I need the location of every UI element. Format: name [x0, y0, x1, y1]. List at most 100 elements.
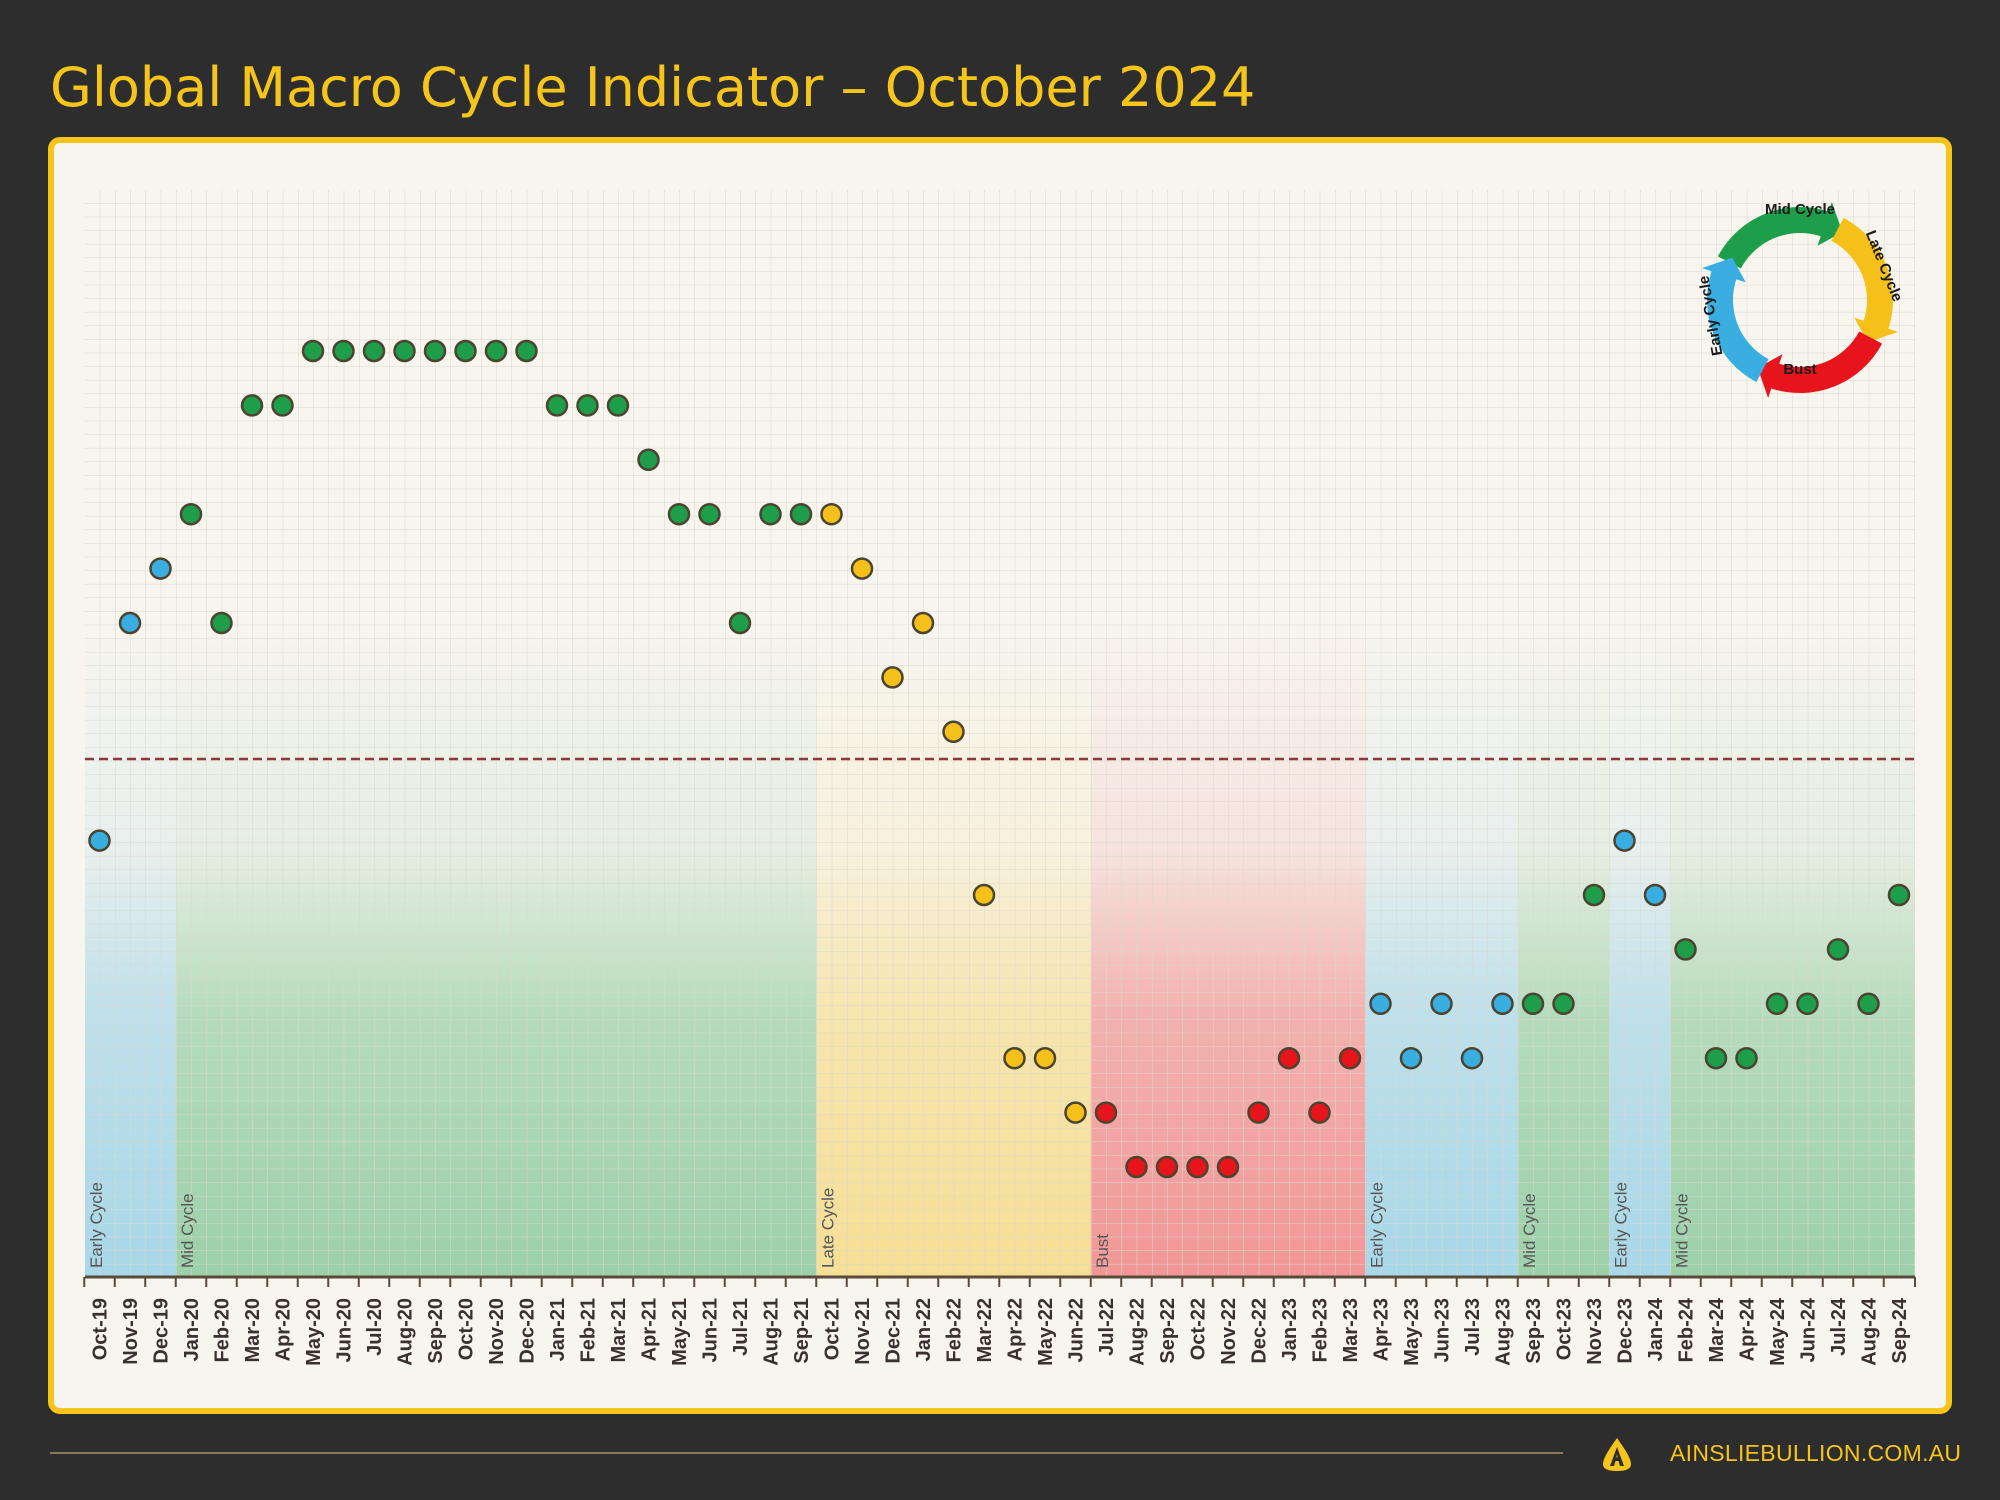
x-tick-label: May-20	[303, 1298, 325, 1366]
data-point-Dec-23	[1613, 829, 1636, 852]
data-point-Jan-20	[179, 502, 203, 526]
phase-band-label: Early Cycle	[1611, 1182, 1630, 1268]
x-tick-label: Jul-20	[364, 1298, 386, 1356]
data-points	[88, 339, 1911, 1179]
grid	[85, 190, 1915, 1277]
data-point-Mar-24	[1704, 1046, 1728, 1070]
data-point-Mar-20	[240, 394, 264, 417]
data-point-Apr-21	[637, 448, 660, 472]
phase-band-label: Mid Cycle	[1520, 1193, 1539, 1268]
x-tick-label: Oct-19	[90, 1298, 112, 1360]
data-point-Feb-20	[210, 611, 233, 635]
data-point-Jan-23	[1277, 1046, 1301, 1070]
data-point-Apr-22	[1003, 1046, 1026, 1070]
x-tick-label: Feb-24	[1676, 1297, 1698, 1362]
data-point-Oct-21	[820, 502, 843, 526]
data-point-Sep-23	[1521, 992, 1545, 1016]
x-tick-label: Oct-20	[456, 1298, 478, 1360]
ainslie-logo-icon	[1603, 1438, 1631, 1471]
data-point-Nov-22	[1216, 1155, 1240, 1179]
x-tick-label: Aug-22	[1127, 1298, 1149, 1366]
phase-band-label: Early Cycle	[87, 1182, 106, 1268]
legend-arrow-mid	[1717, 202, 1843, 269]
x-tick-label: Jan-21	[547, 1298, 569, 1361]
data-point-Mar-21	[606, 394, 630, 417]
x-tick-label: Jun-22	[1066, 1298, 1088, 1362]
x-tick-label: Dec-21	[883, 1298, 905, 1364]
x-tick-label: Sep-21	[791, 1298, 813, 1364]
x-tick-label: May-24	[1767, 1297, 1789, 1366]
x-tick-label: Apr-23	[1371, 1298, 1393, 1361]
x-tick-label: Oct-23	[1554, 1298, 1576, 1360]
data-point-Apr-20	[271, 394, 294, 417]
x-tick-label: Nov-20	[486, 1298, 508, 1365]
data-point-Jul-23	[1460, 1046, 1484, 1070]
x-tick-label: Sep-22	[1157, 1298, 1179, 1364]
legend-label: Bust	[1783, 361, 1816, 378]
x-tick-label: Dec-20	[517, 1298, 539, 1364]
x-tick-label: Dec-23	[1615, 1298, 1637, 1364]
x-tick-label: Oct-22	[1188, 1298, 1210, 1360]
data-point-Jul-20	[362, 339, 386, 363]
x-tick-label: Jan-23	[1279, 1298, 1301, 1361]
data-point-Jun-21	[698, 502, 721, 526]
x-tick-label: Sep-23	[1523, 1298, 1545, 1364]
data-point-Aug-22	[1125, 1155, 1148, 1179]
x-tick-label: Jul-22	[1096, 1298, 1118, 1356]
x-tick-label: Nov-21	[852, 1298, 874, 1365]
phase-band-label: Mid Cycle	[178, 1193, 197, 1268]
x-tick-label: Mar-20	[242, 1298, 264, 1362]
data-point-Nov-23	[1582, 883, 1606, 907]
x-tick-label: Apr-20	[273, 1298, 295, 1361]
x-tick-label: Oct-21	[822, 1298, 844, 1360]
data-point-Nov-21	[850, 557, 874, 580]
x-tick-label: Feb-21	[578, 1298, 600, 1362]
x-tick-label: Mar-23	[1340, 1298, 1362, 1362]
data-point-Feb-24	[1674, 938, 1697, 961]
x-tick-label: Jun-24	[1798, 1297, 1820, 1362]
x-tick-label: Aug-20	[395, 1298, 417, 1366]
x-tick-label: Jan-22	[913, 1298, 935, 1361]
footer-brand-text: AINSLIEBULLION.COM.AU	[1670, 1440, 1962, 1466]
data-point-May-21	[667, 502, 691, 526]
data-point-Sep-24	[1887, 883, 1911, 907]
x-tick-label: Jun-21	[700, 1298, 722, 1362]
data-point-Oct-22	[1186, 1155, 1209, 1179]
x-tick-label: Jan-24	[1645, 1297, 1667, 1361]
data-point-Jan-22	[911, 611, 935, 635]
page-title: Global Macro Cycle Indicator – October 2…	[50, 56, 1256, 119]
x-tick-label: Nov-19	[120, 1298, 142, 1365]
phase-band-label: Late Cycle	[818, 1188, 837, 1268]
data-point-Aug-24	[1857, 992, 1880, 1016]
x-tick-label: May-22	[1035, 1298, 1057, 1366]
x-tick-label: Feb-22	[944, 1298, 966, 1362]
data-point-Sep-20	[423, 339, 447, 363]
data-point-Oct-23	[1552, 992, 1575, 1016]
x-tick-label: Mar-22	[974, 1298, 996, 1362]
data-point-Aug-21	[759, 502, 782, 526]
x-tick-label: Apr-21	[639, 1298, 661, 1361]
x-tick-label: May-21	[669, 1298, 691, 1366]
x-tick-label: Mar-24	[1706, 1297, 1728, 1362]
x-tick-label: Apr-24	[1737, 1297, 1759, 1361]
data-point-Jan-24	[1643, 883, 1667, 907]
data-point-Jun-22	[1064, 1101, 1087, 1124]
data-point-Apr-23	[1369, 992, 1392, 1016]
data-point-Jan-21	[545, 394, 569, 417]
data-point-Dec-21	[881, 666, 904, 689]
data-point-Feb-21	[576, 394, 599, 417]
data-point-Apr-24	[1735, 1046, 1758, 1070]
data-point-Jun-24	[1796, 992, 1819, 1016]
x-tick-label: Aug-24	[1859, 1297, 1881, 1366]
data-point-May-24	[1765, 992, 1789, 1016]
data-point-Nov-20	[484, 339, 508, 363]
data-point-Oct-20	[454, 339, 477, 363]
data-point-Aug-20	[393, 339, 416, 363]
data-point-Jul-22	[1094, 1101, 1118, 1124]
data-point-Feb-23	[1308, 1101, 1331, 1124]
data-point-May-20	[301, 339, 325, 363]
x-tick-label: Mar-21	[608, 1298, 630, 1362]
x-tick-label: Nov-23	[1584, 1298, 1606, 1365]
data-point-Dec-19	[149, 557, 172, 580]
